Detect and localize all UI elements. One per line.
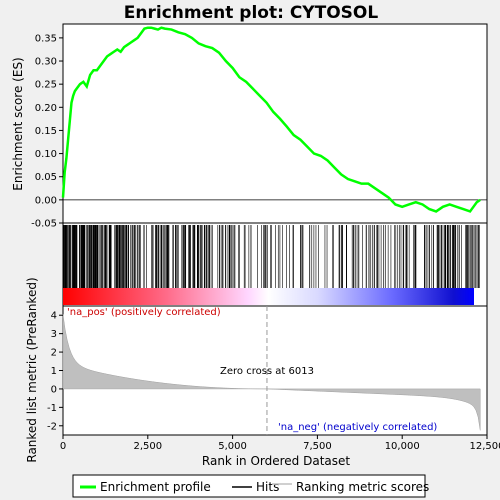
hits-layer <box>62 225 480 305</box>
es-y-tick-label-4: 0.15 <box>35 126 57 137</box>
legend-box <box>72 474 426 498</box>
es-panel <box>62 23 488 224</box>
axes-layer: 0 2,500 5,000 7,500 10,000 12,500 -0.05 0.00 0.0… <box>31 33 500 452</box>
es-y-tick-label-2: 0.05 <box>35 172 57 183</box>
metric-panel <box>62 305 488 436</box>
zero-cross-label: Zero cross at 6013 <box>220 366 314 377</box>
es-y-tick-label-8: 0.35 <box>35 33 57 44</box>
x-axis-title: Rank in Ordered Dataset <box>202 454 350 468</box>
metric-layer <box>62 306 481 435</box>
legend-label-hits: Hits <box>256 480 279 494</box>
enrichment-profile-line <box>61 26 481 213</box>
x-tick-label-1: 2,500 <box>133 441 162 452</box>
x-tick-label-3: 7,500 <box>303 441 332 452</box>
legend-label-ranking: Ranking metric scores <box>296 480 429 494</box>
ranking-metric-area <box>62 314 481 431</box>
x-tick-label-2: 5,000 <box>218 441 247 452</box>
metric-y-tick-label-6: 4 <box>51 311 57 322</box>
es-y-tick-label-5: 0.20 <box>35 103 57 114</box>
es-y-tick-label-6: 0.25 <box>35 80 57 91</box>
metric-y-tick-label-1: -1 <box>47 403 57 414</box>
metric-y-tick-label-4: 2 <box>51 348 57 359</box>
es-layer <box>61 26 487 213</box>
es-y-axis-title: Enrichment score (ES) <box>11 57 25 190</box>
metric-y-tick-label-3: 1 <box>51 366 57 377</box>
metric-y-tick-label-5: 3 <box>51 329 57 340</box>
x-tick-label-0: 0 <box>60 441 66 452</box>
es-y-tick-label-0: -0.05 <box>31 219 57 230</box>
pos-correlated-label: 'na_pos' (positively correlated) <box>67 307 221 318</box>
rank-color-band <box>63 288 474 305</box>
x-tick-label-5: 12,500 <box>470 441 500 452</box>
legend-label-enrichment: Enrichment profile <box>100 480 211 494</box>
x-tick-label-4: 10,000 <box>385 441 420 452</box>
es-y-tick-label-1: 0.00 <box>35 195 57 206</box>
metric-y-tick-label-2: 0 <box>51 384 57 395</box>
metric-y-tick-label-0: -2 <box>47 421 57 432</box>
metric-y-axis-title: Ranked list metric (PreRanked) <box>25 277 39 462</box>
neg-correlated-label: 'na_neg' (negatively correlated) <box>278 422 437 433</box>
es-y-tick-label-7: 0.30 <box>35 57 57 68</box>
chart-title: Enrichment plot: CYTOSOL <box>124 3 379 23</box>
es-y-tick-label-3: 0.10 <box>35 149 57 160</box>
